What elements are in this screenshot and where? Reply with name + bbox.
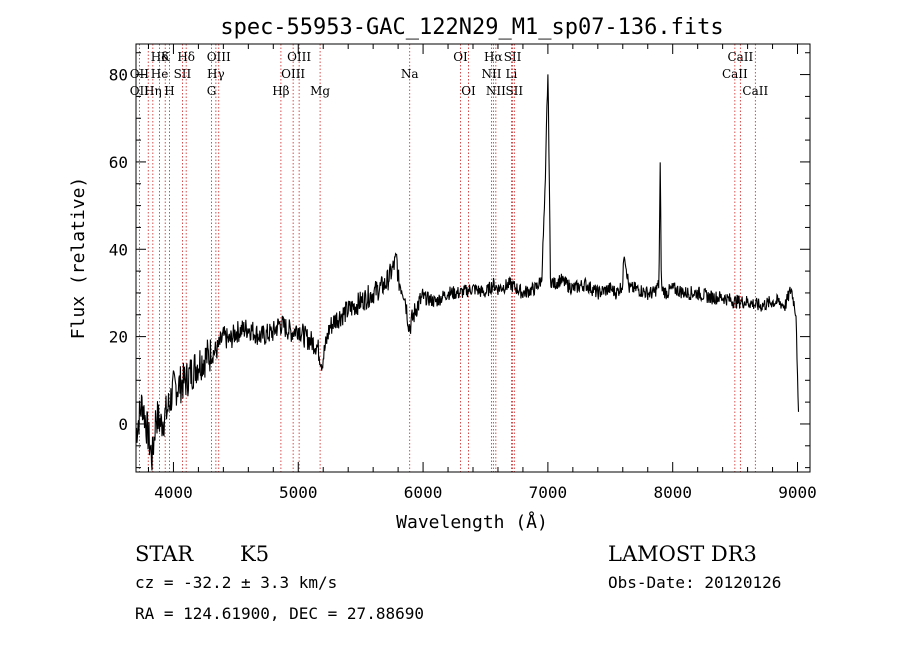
- line-label-li: Li: [506, 67, 518, 81]
- line-label-oii: OII: [130, 67, 150, 81]
- line-label-h: H: [164, 84, 174, 98]
- line-label-oiii: OIII: [281, 67, 305, 81]
- y-tick-label: 0: [118, 415, 128, 434]
- line-label-caii: CaII: [727, 50, 753, 64]
- y-tick-label: 20: [109, 328, 128, 347]
- chart-title: spec-55953-GAC_122N29_M1_sp07-136.fits: [220, 15, 723, 40]
- sky-coordinates: RA = 124.61900, DEC = 27.88690: [135, 604, 424, 623]
- line-label-hη: Hη: [144, 84, 162, 98]
- y-axis-label: Flux (relative): [68, 177, 89, 340]
- line-label-hα: Hα: [484, 50, 503, 64]
- x-tick-label: 9000: [778, 483, 817, 502]
- line-label-oii: OII: [130, 84, 150, 98]
- line-label-mg: Mg: [310, 84, 330, 98]
- line-label-hδ: Hδ: [151, 50, 169, 64]
- line-label-hδ: Hδ: [177, 50, 195, 64]
- y-tick-label: 80: [109, 66, 128, 85]
- line-label-oiii: OIII: [207, 50, 231, 64]
- x-tick-label: 4000: [154, 483, 193, 502]
- x-tick-label: 6000: [404, 483, 443, 502]
- plot-frame: [135, 43, 811, 473]
- x-axis-label: Wavelength (Å): [396, 511, 548, 533]
- x-tick-label: 8000: [653, 483, 692, 502]
- line-label-nii: NII: [481, 67, 501, 81]
- line-label-g: G: [207, 84, 217, 98]
- observation-date: Obs-Date: 20120126: [608, 573, 781, 592]
- line-label-nii: NII: [486, 84, 506, 98]
- line-label-hγ: Hγ: [207, 67, 225, 81]
- line-label-sii: SII: [504, 50, 522, 64]
- line-label-caii: CaII: [722, 67, 748, 81]
- line-label-caii: CaII: [742, 84, 768, 98]
- line-label-oi: OI: [461, 84, 476, 98]
- x-tick-label: 5000: [279, 483, 318, 502]
- line-label-k: K: [161, 50, 171, 64]
- line-label-na: Na: [401, 67, 419, 81]
- y-tick-label: 40: [109, 240, 128, 259]
- x-tick-label: 7000: [529, 483, 568, 502]
- line-label-oiii: OIII: [287, 50, 311, 64]
- line-label-oi: OI: [453, 50, 468, 64]
- axis-ticks: 4000 5000 6000 7000 8000 9000 0 20 40 60 80: [109, 44, 817, 502]
- survey-name: LAMOST DR3: [608, 542, 757, 566]
- line-label-sii: SII: [505, 84, 523, 98]
- redshift-velocity: cz = -32.2 ± 3.3 km/s: [135, 573, 337, 592]
- y-tick-label: 60: [109, 153, 128, 172]
- spectrum-series-line: [135, 74, 800, 471]
- line-label-sii: SII: [174, 67, 192, 81]
- spectral-line-markers: [138, 44, 756, 472]
- line-label-he: He: [151, 67, 169, 81]
- object-class: STAR: [135, 542, 194, 566]
- object-subclass: K5: [240, 542, 269, 566]
- line-label-hβ: Hβ: [272, 84, 289, 98]
